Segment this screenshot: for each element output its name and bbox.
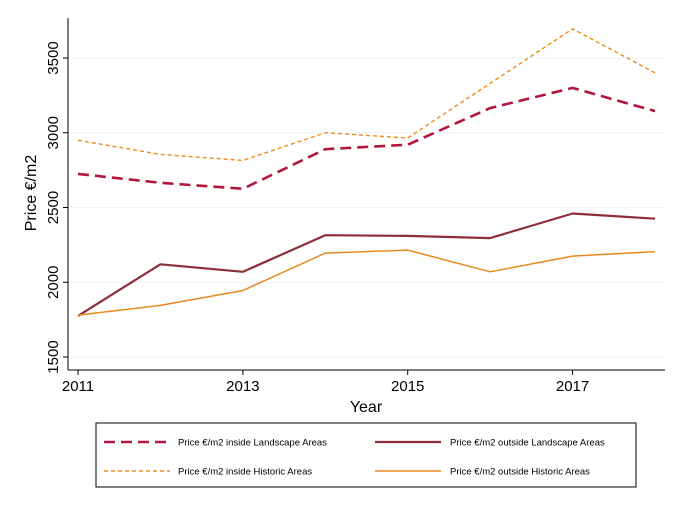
legend-label-2: Price €/m2 outside Landscape Areas [450, 438, 605, 449]
legend-label-3: Price €/m2 inside Historic Areas [178, 467, 312, 478]
x-tick-label: 2013 [226, 378, 259, 395]
legend-label-4: Price €/m2 outside Historic Areas [450, 467, 590, 478]
y-axis-title: Price €/m2 [23, 155, 40, 232]
x-tick-label: 2011 [62, 378, 94, 395]
series-line-2 [77, 212, 656, 317]
series-lines [77, 28, 656, 317]
y-tick-label: 1500 [45, 340, 62, 373]
x-tick-label: 2015 [391, 378, 424, 395]
y-tick-label: 3000 [45, 116, 62, 149]
x-ticks: 2011 2013 2015 2017 [62, 370, 589, 395]
legend-label-1: Price €/m2 inside Landscape Areas [178, 438, 327, 449]
y-tick-label: 3500 [45, 41, 62, 74]
series-line-1 [77, 86, 656, 191]
y-tick-label: 2500 [45, 191, 62, 224]
legend: Price €/m2 inside Landscape Areas Price €… [95, 422, 637, 488]
series-line-4 [77, 249, 656, 316]
x-tick-label: 2017 [556, 378, 589, 395]
x-axis-title: Year [350, 399, 383, 416]
gridlines [68, 57, 665, 358]
y-tick-label: 2000 [45, 266, 62, 299]
axes [67, 18, 665, 371]
series-line-3 [77, 28, 656, 162]
y-ticks: 1500 2000 2500 3000 3500 [45, 41, 68, 374]
legend-box [95, 422, 637, 488]
